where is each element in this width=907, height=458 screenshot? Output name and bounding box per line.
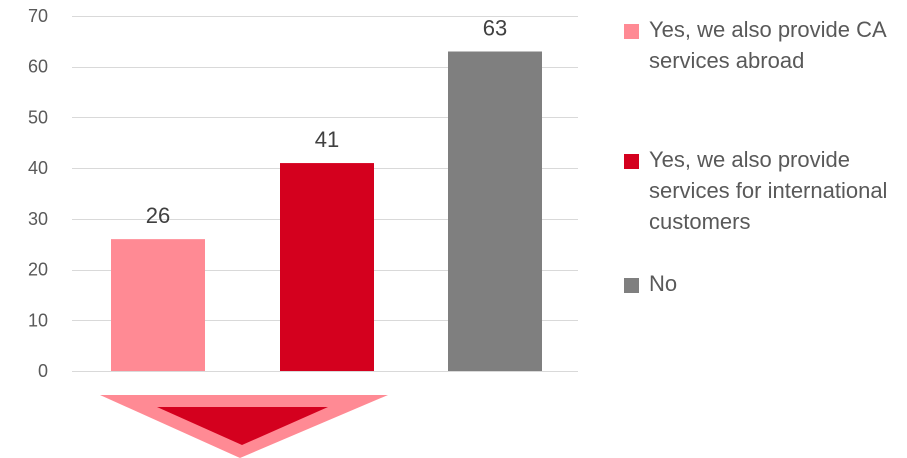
legend-label-ca-services-abroad: Yes, we also provide CA services abroad — [649, 17, 886, 73]
y-tick-label-20: 20 — [28, 260, 48, 280]
legend: Yes, we also provide CA services abroad … — [624, 14, 899, 299]
bars — [111, 51, 542, 371]
data-labels: 26 41 63 — [146, 16, 507, 229]
y-tick-label-30: 30 — [28, 209, 48, 229]
down-arrow-annotation — [100, 395, 388, 458]
legend-item-international-customers: Yes, we also provide services for intern… — [624, 144, 899, 268]
legend-swatch-ca-services-abroad — [624, 24, 639, 39]
bar-3 — [448, 51, 542, 371]
y-axis-tick-labels: 0 10 20 30 40 50 60 70 — [28, 6, 48, 381]
data-label-2: 41 — [315, 127, 339, 152]
legend-item-no: No — [624, 268, 899, 299]
bar-1 — [111, 239, 205, 371]
y-tick-label-50: 50 — [28, 107, 48, 127]
data-label-1: 26 — [146, 203, 170, 228]
legend-swatch-no — [624, 278, 639, 293]
down-arrow-inner — [157, 407, 328, 445]
y-tick-label-60: 60 — [28, 57, 48, 77]
data-label-3: 63 — [483, 16, 507, 41]
bar-2 — [280, 163, 374, 371]
legend-swatch-international-customers — [624, 154, 639, 169]
y-tick-label-0: 0 — [38, 361, 48, 381]
legend-label-international-customers: Yes, we also provide services for intern… — [649, 147, 888, 234]
y-tick-label-40: 40 — [28, 158, 48, 178]
legend-item-ca-services-abroad: Yes, we also provide CA services abroad — [624, 14, 899, 144]
y-tick-label-70: 70 — [28, 6, 48, 26]
legend-label-no: No — [649, 271, 678, 296]
y-tick-label-10: 10 — [28, 310, 48, 330]
